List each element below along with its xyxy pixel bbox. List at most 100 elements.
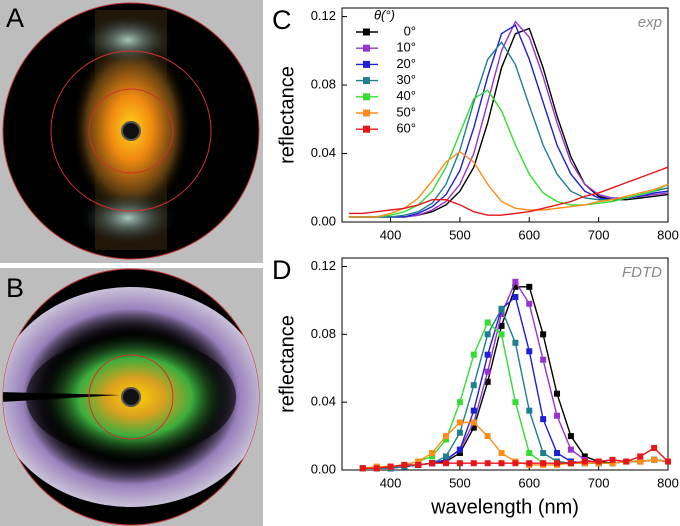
marker — [456, 429, 463, 436]
marker — [401, 461, 408, 468]
marker — [512, 399, 519, 406]
photo-a-content — [71, 10, 191, 250]
marker — [359, 465, 366, 472]
x-axis-title: wavelength (nm) — [430, 496, 579, 518]
series-line — [348, 89, 669, 218]
plot-frame — [341, 257, 669, 471]
marker — [484, 331, 491, 338]
ring — [88, 88, 174, 174]
marker — [526, 283, 533, 290]
marker — [470, 419, 477, 426]
marker — [637, 453, 644, 460]
marker — [484, 378, 491, 385]
marker — [443, 456, 450, 463]
y-tick-label: 0.12 — [311, 8, 336, 23]
marker — [429, 450, 436, 457]
legend-marker — [363, 125, 370, 133]
marker — [554, 390, 561, 397]
legend-marker — [363, 93, 370, 101]
marker — [498, 322, 505, 329]
marker — [429, 460, 436, 467]
marker — [512, 283, 519, 290]
marker — [484, 351, 491, 358]
marker — [484, 433, 491, 440]
legend-marker — [363, 28, 370, 36]
legend-label: 30° — [396, 72, 416, 87]
marker — [498, 305, 505, 312]
marker — [484, 368, 491, 375]
marker — [470, 382, 477, 389]
marker — [512, 339, 519, 346]
marker — [567, 433, 574, 440]
panel-label: C — [272, 5, 292, 35]
marker — [665, 458, 671, 465]
marker — [429, 453, 436, 460]
x-tick-label: 800 — [657, 227, 679, 242]
marker — [540, 460, 547, 467]
marker — [415, 458, 422, 465]
plot-frame — [341, 7, 669, 223]
marker — [373, 465, 380, 472]
y-tick-label: 0.08 — [311, 326, 336, 341]
series-line — [362, 280, 669, 469]
beam-stop — [121, 387, 141, 407]
marker — [443, 453, 450, 460]
marker — [443, 460, 450, 467]
marker — [581, 458, 588, 465]
marker — [554, 450, 561, 457]
marker — [484, 460, 491, 467]
x-tick-label: 800 — [657, 475, 679, 490]
marker — [512, 294, 519, 301]
marker — [540, 416, 547, 423]
y-tick-label: 0.04 — [311, 394, 336, 409]
x-tick-label: 600 — [518, 227, 540, 242]
series-line — [362, 286, 669, 469]
marker — [456, 399, 463, 406]
marker — [651, 444, 658, 451]
series-line — [348, 166, 669, 216]
legend-label: 0° — [404, 23, 416, 38]
marker — [609, 460, 616, 467]
marker — [540, 356, 547, 363]
marker — [387, 463, 394, 470]
marker — [456, 460, 463, 467]
marker — [498, 450, 505, 457]
marker — [512, 460, 519, 467]
legend-marker — [363, 77, 370, 85]
legend-label: 50° — [396, 104, 416, 119]
marker — [651, 456, 658, 463]
ring — [88, 354, 174, 440]
marker — [526, 407, 533, 414]
marker — [498, 310, 505, 317]
marker — [456, 446, 463, 453]
x-tick-label: 400 — [380, 227, 402, 242]
y-axis-title: reflectance — [276, 66, 298, 164]
legend-label: 10° — [396, 40, 416, 55]
y-tick-label: 0.12 — [311, 258, 336, 273]
legend-label: 20° — [396, 56, 416, 71]
marker — [456, 419, 463, 426]
panel-label: D — [272, 255, 292, 285]
marker — [443, 433, 450, 440]
marker — [498, 460, 505, 467]
beam-stop — [121, 121, 141, 141]
marker — [470, 460, 477, 467]
y-tick-label: 0.00 — [311, 213, 336, 228]
marker — [470, 407, 477, 414]
y-axis-title: reflectance — [276, 315, 298, 413]
marker — [554, 460, 561, 467]
legend-marker — [363, 44, 370, 52]
marker — [567, 460, 574, 467]
x-tick-label: 500 — [449, 475, 471, 490]
legend-label: 60° — [396, 121, 416, 136]
marker — [623, 458, 630, 465]
ring — [50, 50, 212, 212]
marker — [567, 446, 574, 453]
x-tick-label: 500 — [449, 227, 471, 242]
annotation: exp — [638, 14, 662, 31]
marker — [415, 461, 422, 468]
marker — [609, 456, 616, 463]
marker — [470, 351, 477, 358]
marker — [498, 331, 505, 338]
